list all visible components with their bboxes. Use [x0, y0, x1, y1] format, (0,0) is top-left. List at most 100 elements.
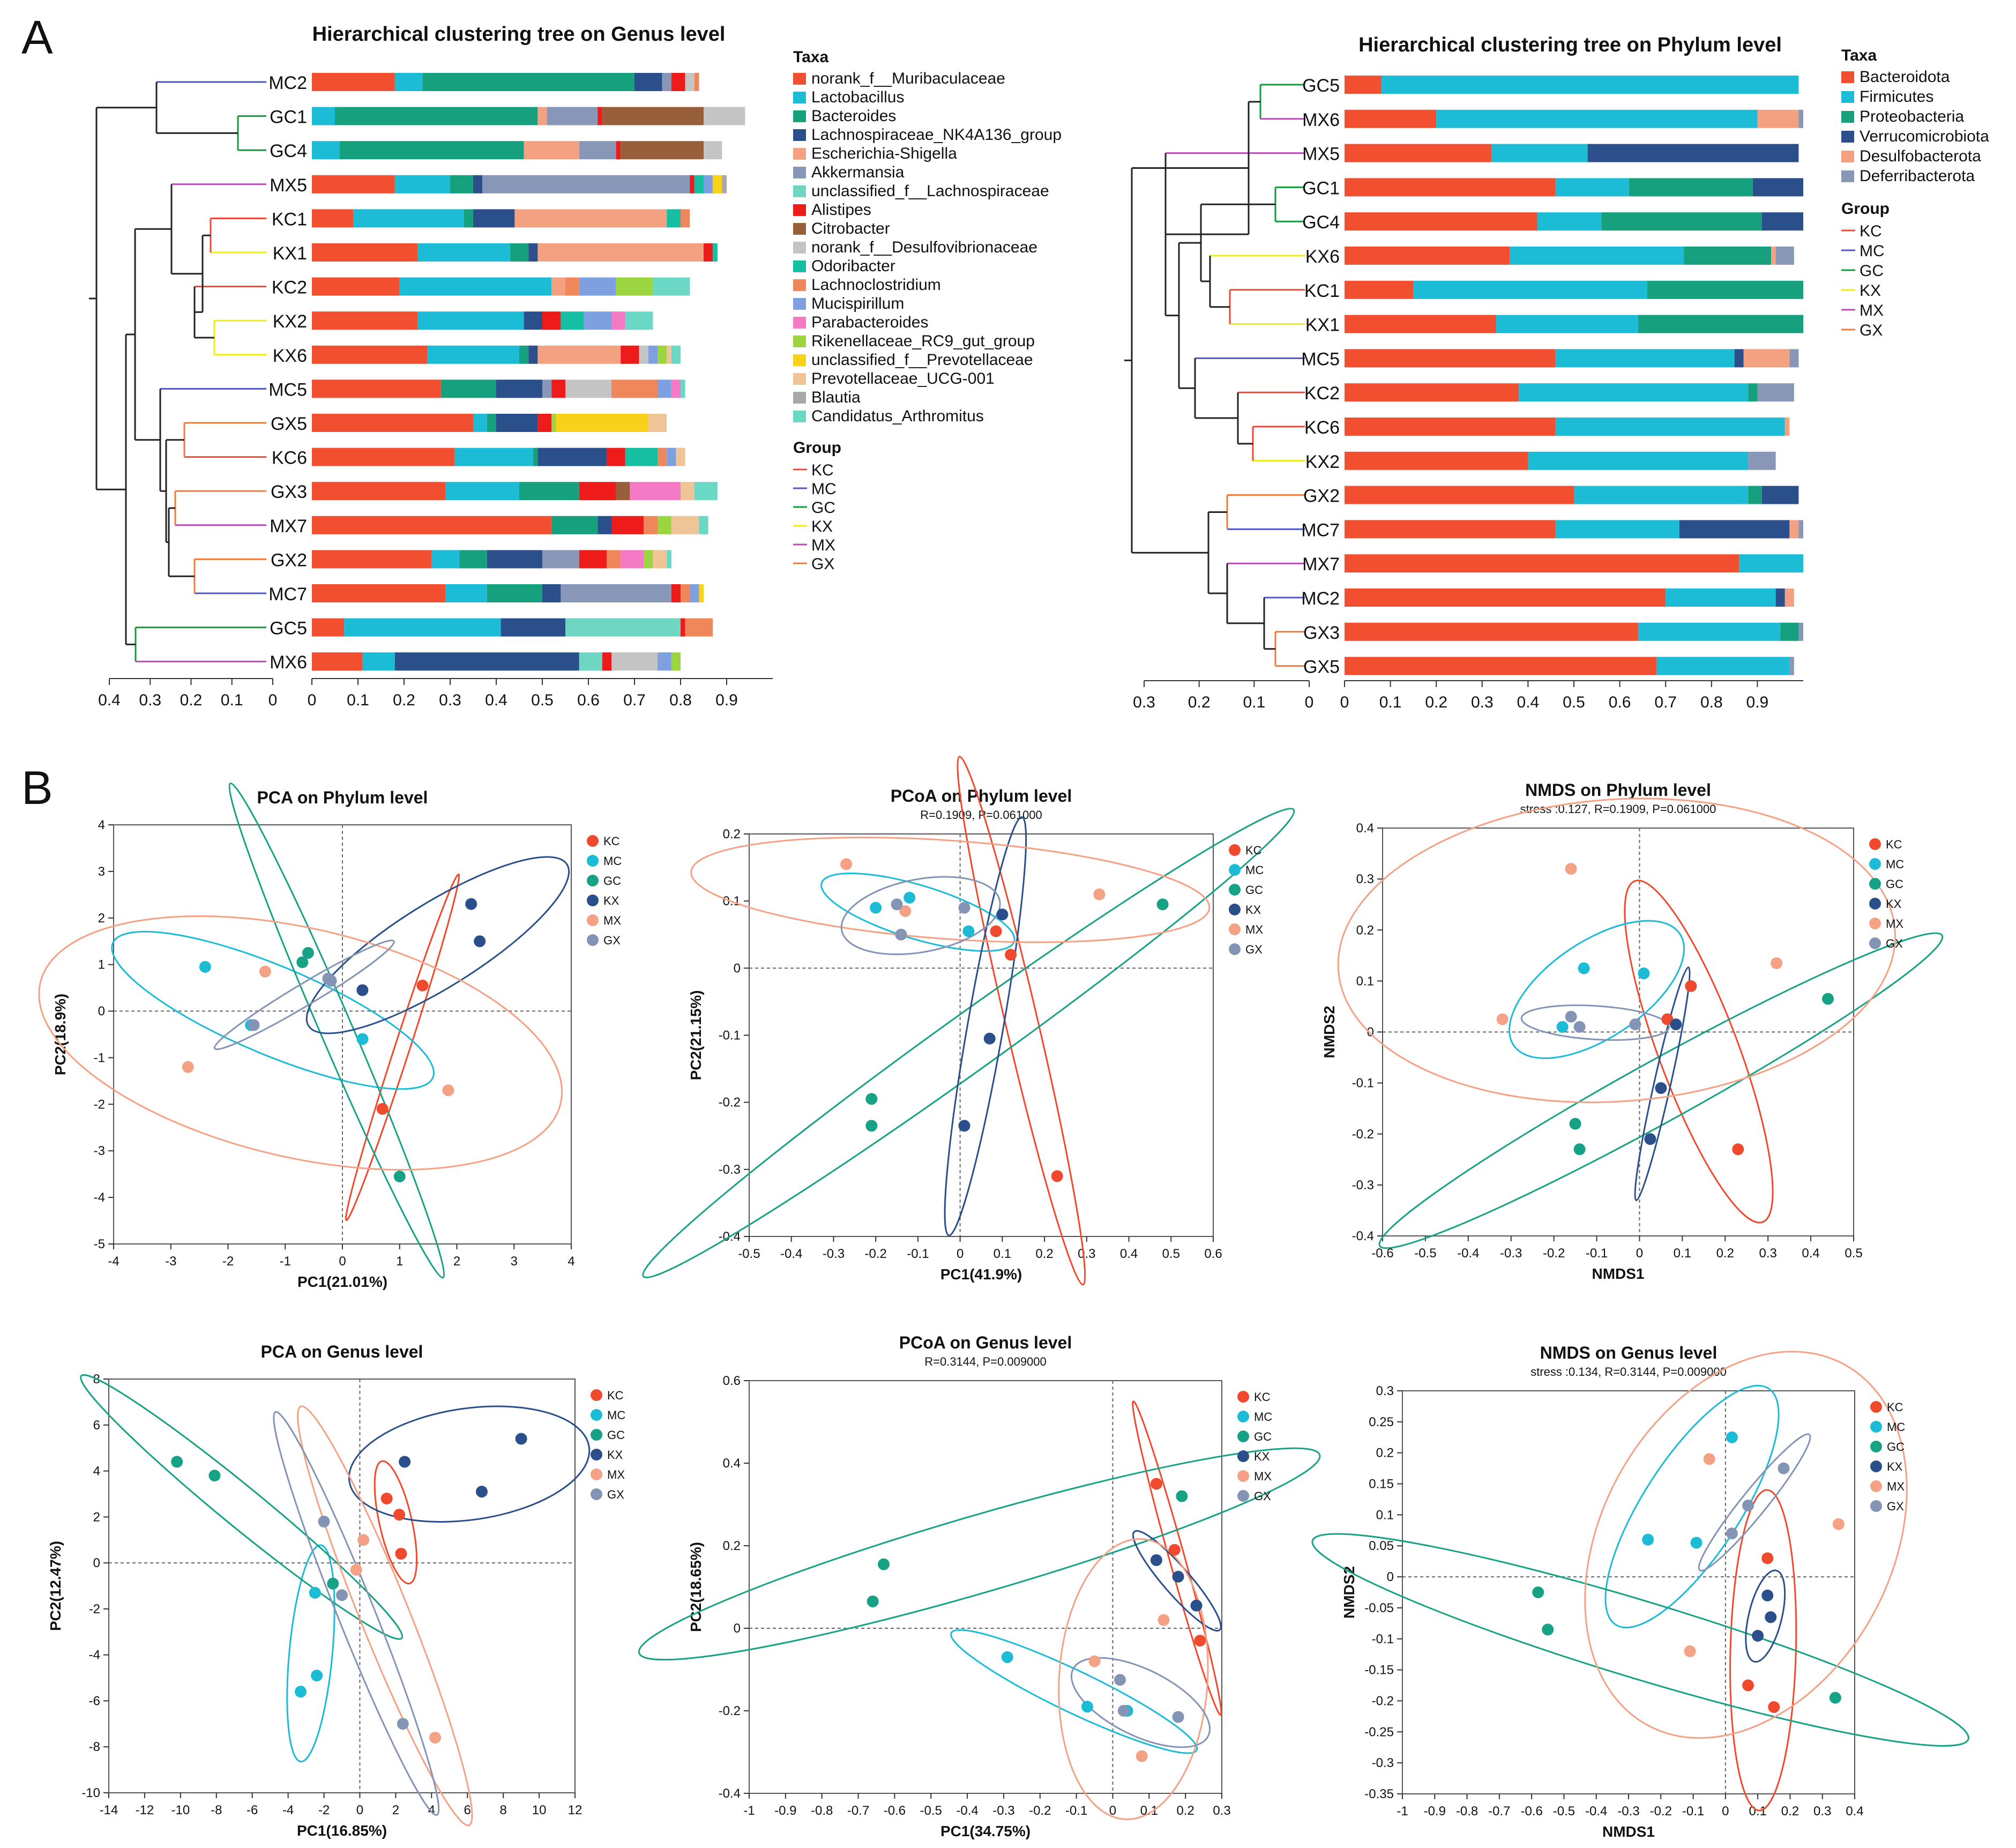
bar-segment — [1345, 554, 1739, 573]
sample-point — [259, 965, 271, 978]
bar-segment — [312, 550, 432, 569]
sample-point — [840, 858, 853, 870]
legend-swatch — [793, 167, 806, 178]
legend-label: KX — [607, 1448, 623, 1462]
confidence-ellipse — [345, 873, 460, 1221]
bar-tick-label: 0.3 — [439, 691, 461, 709]
sample-point — [1156, 898, 1169, 911]
y-tick-label: 0.4 — [723, 1456, 741, 1471]
ordination-chart: PCA on Phylum level-4 -3 -2 -1 0 1 2 3 4-5-4-3-2… — [38, 783, 622, 1290]
bar-segment — [445, 482, 519, 501]
bar-segment — [598, 516, 611, 534]
bar-segment — [658, 345, 667, 364]
panel-label-a: A — [21, 11, 53, 64]
bar-segment — [1761, 212, 1803, 231]
sample-point — [199, 961, 211, 973]
x-tick-label: -8 — [211, 1803, 222, 1817]
bar-segment — [644, 516, 658, 534]
bar-segment — [1666, 588, 1776, 607]
sample-point — [1832, 1518, 1845, 1530]
sample-point — [393, 1509, 406, 1521]
bar-segment — [454, 448, 533, 466]
bar-tick-label: 0.9 — [1746, 694, 1769, 711]
x-tick-label: -0.7 — [847, 1804, 869, 1818]
bar-segment — [1789, 349, 1799, 368]
sample-point — [1005, 949, 1017, 961]
x-tick-label: 1 — [396, 1254, 403, 1269]
y-tick-label: 1 — [98, 958, 105, 972]
legend-label: MC — [1886, 858, 1904, 871]
bar-segment — [1684, 247, 1772, 265]
ordination-chart: PCoA on Genus level R=0.3144, P=0.009000 -… — [638, 1333, 1321, 1839]
bar-segment — [565, 277, 579, 296]
legend-taxon-label: Escherichia-Shigella — [811, 145, 957, 162]
legend-swatch — [793, 185, 806, 197]
bar-segment — [1798, 109, 1803, 128]
bar-segment — [644, 550, 653, 569]
sample-point — [356, 1033, 369, 1045]
sample-point — [442, 1084, 454, 1097]
x-tick-label: 0.2 — [1176, 1804, 1194, 1818]
confidence-ellipse — [348, 1405, 591, 1523]
legend-marker — [1869, 838, 1881, 850]
bar-segment — [694, 73, 699, 91]
legend-group-label: GC — [811, 499, 835, 517]
bar-segment — [399, 277, 552, 296]
bar-segment — [662, 73, 671, 91]
legend-taxon-label: unclassified_f__Prevotellaceae — [811, 351, 1033, 369]
x-axis-label: PC1(34.75%) — [940, 1823, 1031, 1839]
legend-label: GC — [1245, 883, 1263, 897]
bar-segment — [584, 311, 611, 330]
legend-group-label: MC — [1860, 242, 1885, 260]
x-tick-label: 3 — [511, 1254, 518, 1269]
legend-taxon-label: Alistipes — [811, 201, 871, 219]
sample-point — [1771, 957, 1783, 970]
bar-segment — [417, 243, 510, 262]
x-tick-label: -0.9 — [774, 1804, 796, 1818]
legend-marker — [591, 1429, 602, 1441]
legend-group-label: KX — [1860, 282, 1881, 300]
bar-segment — [598, 107, 602, 125]
sample-point — [1150, 1478, 1162, 1490]
sample-point — [399, 1456, 411, 1468]
y-axis-label: PC2(21.15%) — [688, 990, 704, 1080]
legend-marker — [1229, 943, 1241, 955]
sample-label: KX6 — [273, 346, 307, 366]
y-tick-label: -4 — [89, 1648, 100, 1663]
y-tick-label: -0.2 — [1352, 1127, 1374, 1142]
bar-segment — [1555, 178, 1629, 197]
legend-taxon-label: Bacteroides — [811, 107, 896, 125]
sample-point — [1496, 1013, 1509, 1025]
chart-subtitle: stress :0.134, R=0.3144, P=0.009000 — [1530, 1365, 1727, 1378]
legend-label: MC — [1254, 1410, 1272, 1424]
bar-segment — [464, 209, 473, 228]
y-tick-label: -0.1 — [1352, 1076, 1374, 1091]
sample-point — [1655, 1082, 1667, 1094]
bar-segment — [312, 652, 363, 671]
legend-label: MC — [603, 854, 622, 868]
bar-segment — [625, 311, 653, 330]
bar-segment — [1491, 144, 1588, 162]
distance-tick-label: 0.3 — [139, 691, 161, 709]
sample-point — [1690, 1537, 1703, 1549]
legend-label: MX — [603, 914, 621, 927]
bar-segment — [1496, 315, 1638, 333]
x-tick-label: 0.2 — [1716, 1246, 1734, 1261]
bar-segment — [528, 345, 538, 364]
genus-tree-panel: Hierarchical clustering tree on Genus le… — [89, 23, 1062, 709]
sample-label: KC1 — [272, 209, 307, 229]
confidence-ellipse — [1132, 1400, 1222, 1716]
legend-label: GC — [603, 874, 621, 888]
sample-label: GX3 — [271, 482, 307, 502]
sample-label: MC5 — [1301, 349, 1340, 369]
distance-tick-label: 0.1 — [1243, 694, 1265, 711]
x-tick-label: -6 — [247, 1803, 258, 1817]
sample-point — [302, 947, 314, 959]
sample-point — [296, 956, 309, 968]
bar-tick-label: 0.7 — [1654, 694, 1677, 711]
confidence-ellipse — [1058, 1538, 1209, 1821]
bar-segment — [579, 550, 607, 569]
bar-segment — [1638, 622, 1781, 641]
legend-label: KX — [1245, 903, 1261, 916]
confidence-ellipse — [1520, 1004, 1670, 1041]
